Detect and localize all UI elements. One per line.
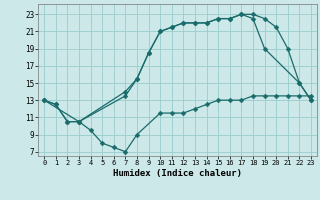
X-axis label: Humidex (Indice chaleur): Humidex (Indice chaleur) — [113, 169, 242, 178]
